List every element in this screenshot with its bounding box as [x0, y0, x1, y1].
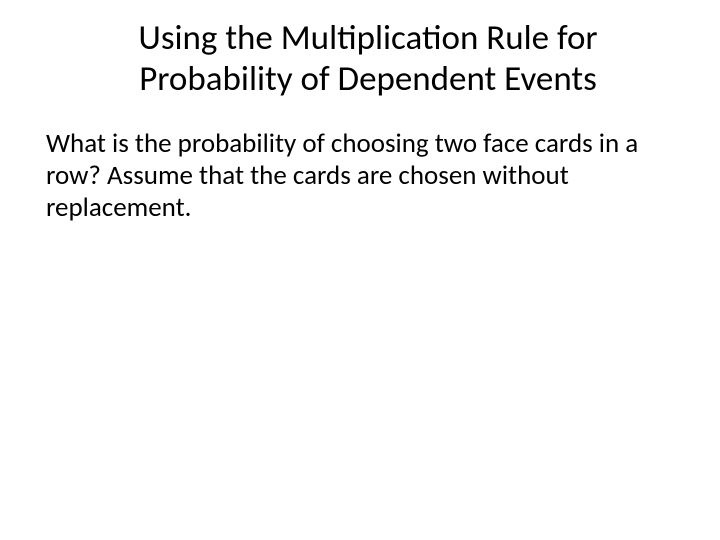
slide-body-text: What is the probability of choosing two …	[46, 128, 666, 224]
slide: Using the Multiplication Rule for Probab…	[0, 0, 720, 540]
slide-title: Using the Multiplication Rule for Probab…	[88, 18, 648, 101]
